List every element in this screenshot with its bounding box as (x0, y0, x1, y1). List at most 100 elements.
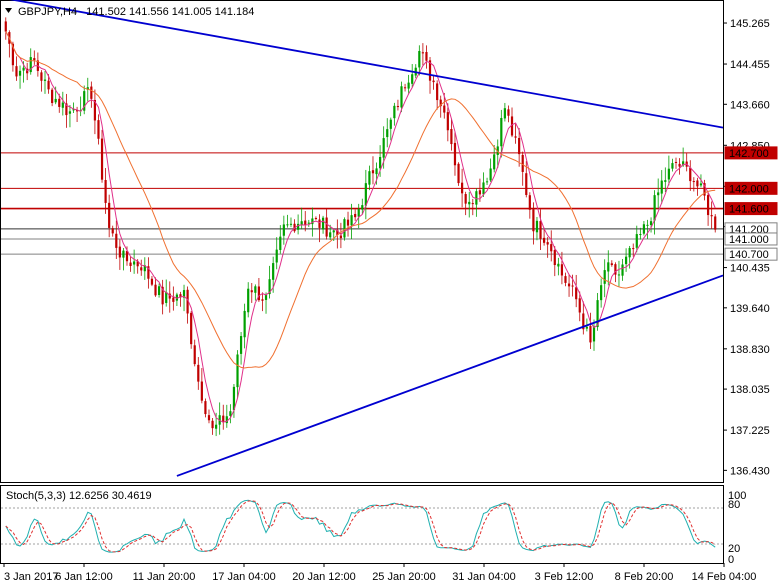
candle-body (393, 105, 396, 119)
candle-body (706, 195, 710, 216)
level-tag-label: 141.600 (729, 204, 769, 216)
candle-body (140, 267, 143, 271)
candle-body (667, 168, 670, 180)
candle-body (157, 286, 161, 295)
candle-body (621, 264, 624, 276)
candle-body (468, 201, 471, 205)
candle-body (261, 299, 264, 301)
candle-body (546, 242, 549, 245)
candle-body (671, 163, 674, 169)
candle-body (257, 286, 260, 301)
candle-body (136, 261, 139, 267)
level-tag (724, 202, 778, 216)
candle-body (560, 264, 564, 276)
candle-body (350, 215, 353, 226)
candle-body (542, 237, 546, 243)
candle-body (368, 171, 371, 185)
candle-body (147, 266, 150, 279)
time-tick-label: 11 Jan 20:00 (133, 571, 196, 583)
candle-body (254, 286, 257, 293)
candle-body (471, 203, 474, 205)
candle-body (582, 313, 585, 330)
candle-body (496, 146, 499, 155)
level-tag (724, 232, 778, 246)
candle-body (557, 263, 560, 267)
candle-body (172, 297, 175, 302)
dropdown-triangle-icon[interactable] (5, 8, 12, 13)
price-tick-label: 136.430 (730, 465, 770, 477)
candle-body (15, 66, 18, 77)
candle-body (29, 57, 32, 73)
candle-body (578, 298, 581, 313)
price-tick-label: 140.435 (730, 263, 770, 275)
stoch-level-100: 100 (728, 490, 746, 502)
candle-body (603, 270, 606, 284)
candle-body (200, 381, 203, 401)
candle-body (689, 167, 692, 182)
candle-body (18, 70, 22, 76)
candle-body (510, 116, 514, 136)
candle-body (346, 219, 350, 226)
level-tag (724, 247, 778, 261)
level-tag-label: 141.000 (729, 234, 769, 246)
candle-body (307, 222, 310, 224)
candle-body (607, 262, 610, 272)
candle-body (646, 224, 649, 226)
candle-body (425, 51, 428, 61)
candle-body (660, 180, 663, 194)
candle-body (22, 67, 25, 71)
candle-body (175, 294, 179, 301)
candle-body (407, 82, 410, 89)
candle-body (535, 220, 539, 233)
level-tag-label: 140.700 (729, 249, 769, 261)
candle-body (68, 111, 72, 114)
candle-body (464, 194, 467, 204)
candle-body (75, 110, 79, 112)
candle-body (182, 290, 186, 298)
candle-body (43, 79, 47, 81)
candle-body (446, 112, 449, 131)
candle-body (336, 229, 339, 235)
candle-body (653, 195, 656, 221)
candle-body (571, 285, 574, 287)
candle-body (564, 276, 567, 283)
candle-body (165, 292, 168, 303)
candle-body (143, 265, 146, 272)
candle-body (379, 156, 382, 169)
candle-body (361, 205, 364, 210)
candle-body (236, 354, 239, 388)
price-tick-label: 145.265 (730, 18, 770, 30)
candle-body (503, 108, 506, 119)
candle-body (300, 221, 303, 225)
candle-body (514, 136, 517, 138)
candle-body (33, 58, 36, 61)
candle-body (635, 234, 638, 248)
stoch-main-line (5, 499, 716, 553)
candle-body (11, 43, 15, 66)
candle-body (215, 424, 218, 429)
candle-body (628, 248, 631, 258)
candle-body (592, 326, 596, 342)
candle-body (193, 345, 196, 365)
candle-body (129, 262, 132, 266)
candle-body (489, 168, 492, 181)
price-tick-label: 138.035 (730, 384, 770, 396)
candle-body (329, 232, 332, 238)
candle-body (207, 415, 211, 421)
candle-body (500, 117, 503, 147)
candle-body (364, 183, 367, 206)
candle-body (678, 163, 681, 167)
time-tick-label: 20 Jan 12:00 (292, 571, 356, 583)
candle-body (186, 289, 189, 314)
candle-body (386, 129, 389, 138)
candle-body (279, 236, 282, 250)
chart-title: GBPJPY,H4 141.502 141.556 141.005 141.18… (18, 6, 254, 18)
candle-body (179, 294, 182, 298)
stoch-level-80: 80 (728, 499, 740, 511)
candle-body (211, 420, 214, 429)
candle-body (525, 173, 528, 195)
candle-body (339, 235, 342, 239)
candle-body (86, 87, 89, 90)
